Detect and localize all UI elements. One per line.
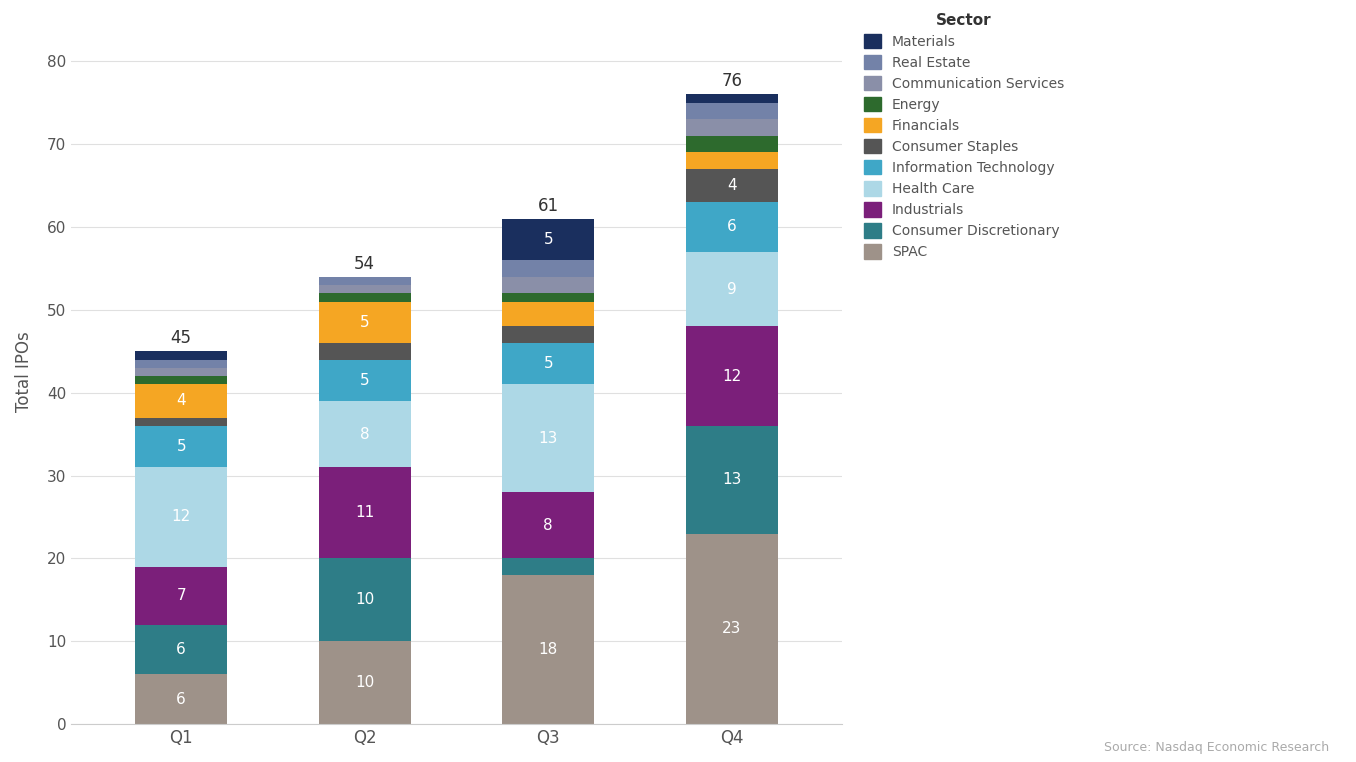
Bar [686,94,777,103]
Text: 8: 8 [359,427,370,442]
Text: 13: 13 [538,431,557,446]
Bar [502,575,594,724]
Bar [319,285,411,293]
Bar [136,360,226,368]
Bar [502,492,594,559]
Text: 12: 12 [723,369,742,383]
Bar [319,559,411,642]
Bar [502,302,594,326]
Text: 5: 5 [544,356,553,371]
Bar [686,169,777,202]
Bar [319,343,411,360]
Bar [686,136,777,152]
Text: 7: 7 [176,588,186,604]
Text: 18: 18 [538,642,557,657]
Bar [686,326,777,426]
Bar [686,103,777,119]
Text: 6: 6 [176,692,186,707]
Bar [319,467,411,559]
Text: 76: 76 [721,72,742,90]
Bar [136,351,226,360]
Text: 5: 5 [176,439,186,454]
Legend: Materials, Real Estate, Communication Services, Energy, Financials, Consumer Sta: Materials, Real Estate, Communication Se… [864,13,1064,259]
Bar [502,559,594,575]
Text: 5: 5 [359,315,370,330]
Bar [502,326,594,343]
Bar [136,567,226,625]
Bar [136,467,226,567]
Text: 13: 13 [721,472,742,487]
Bar [136,368,226,376]
Text: 5: 5 [544,232,553,247]
Bar [686,426,777,533]
Text: 12: 12 [172,510,191,524]
Text: 9: 9 [727,282,736,296]
Text: Source: Nasdaq Economic Research: Source: Nasdaq Economic Research [1104,741,1329,754]
Bar [502,277,594,293]
Bar [136,426,226,467]
Bar [686,202,777,251]
Text: 11: 11 [355,505,374,520]
Text: 4: 4 [727,178,736,193]
Bar [319,277,411,285]
Text: 4: 4 [176,393,186,408]
Bar [686,152,777,169]
Bar [502,293,594,302]
Text: 8: 8 [544,517,553,533]
Text: 61: 61 [537,197,559,215]
Bar [319,401,411,467]
Text: 6: 6 [727,219,736,235]
Text: 6: 6 [176,642,186,657]
Bar [136,376,226,384]
Bar [502,219,594,260]
Y-axis label: Total IPOs: Total IPOs [15,331,33,412]
Bar [502,260,594,277]
Bar [319,360,411,401]
Bar [686,251,777,326]
Text: 10: 10 [355,592,374,607]
Text: 45: 45 [171,329,191,347]
Bar [686,533,777,724]
Text: 23: 23 [721,621,742,636]
Text: 10: 10 [355,675,374,690]
Bar [136,674,226,724]
Bar [136,384,226,418]
Bar [686,119,777,136]
Bar [502,343,594,384]
Bar [502,384,594,492]
Bar [136,418,226,426]
Text: 54: 54 [354,255,376,273]
Bar [136,625,226,674]
Bar [319,302,411,343]
Text: 5: 5 [359,373,370,388]
Bar [319,293,411,302]
Bar [319,642,411,724]
